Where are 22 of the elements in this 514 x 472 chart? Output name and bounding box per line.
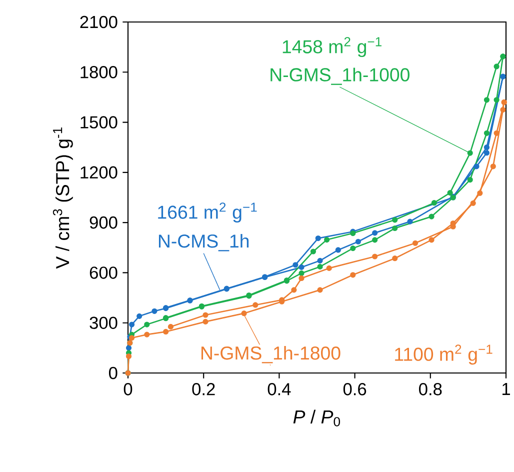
annotation: 1661 m$^{2}$ g$^{−1}$ [158, 202, 257, 223]
x-tick-label: 0 [124, 383, 132, 396]
x-tick-label: 1 [502, 383, 510, 395]
y-tick-label: 0 [108, 366, 118, 380]
x-tick-label: 0.6 [343, 383, 366, 396]
annotation: N-GMS_1h-1800 [201, 346, 340, 364]
y-tick-label: 1500 [80, 116, 118, 128]
annotation: 1458 m$^{2}$ g$^{−1}$ [282, 37, 382, 58]
annotation: N-GMS_1h-1000 [270, 68, 410, 85]
x-axis-title: P / P$_{0}$ [293, 410, 340, 426]
y-axis-title: V / cm$^{3}$ (STP) g$^{-1}$ [52, 128, 73, 269]
y-tick-label: 1200 [80, 166, 118, 179]
x-tick-label: 0.2 [192, 383, 215, 396]
y-tick-label: 2100 [80, 16, 118, 28]
x-tick-label: 0.4 [268, 383, 291, 396]
x-tick-label: 0.8 [419, 383, 442, 396]
y-tick-label: 900 [90, 216, 118, 229]
annotation: N-CMS_1h [158, 234, 249, 252]
annotation: 1100 m$^{2}$ g$^{−1}$ [395, 344, 492, 365]
y-tick-label: 300 [90, 316, 118, 329]
y-tick-label: 600 [90, 266, 118, 279]
y-tick-label: 1800 [80, 66, 118, 78]
